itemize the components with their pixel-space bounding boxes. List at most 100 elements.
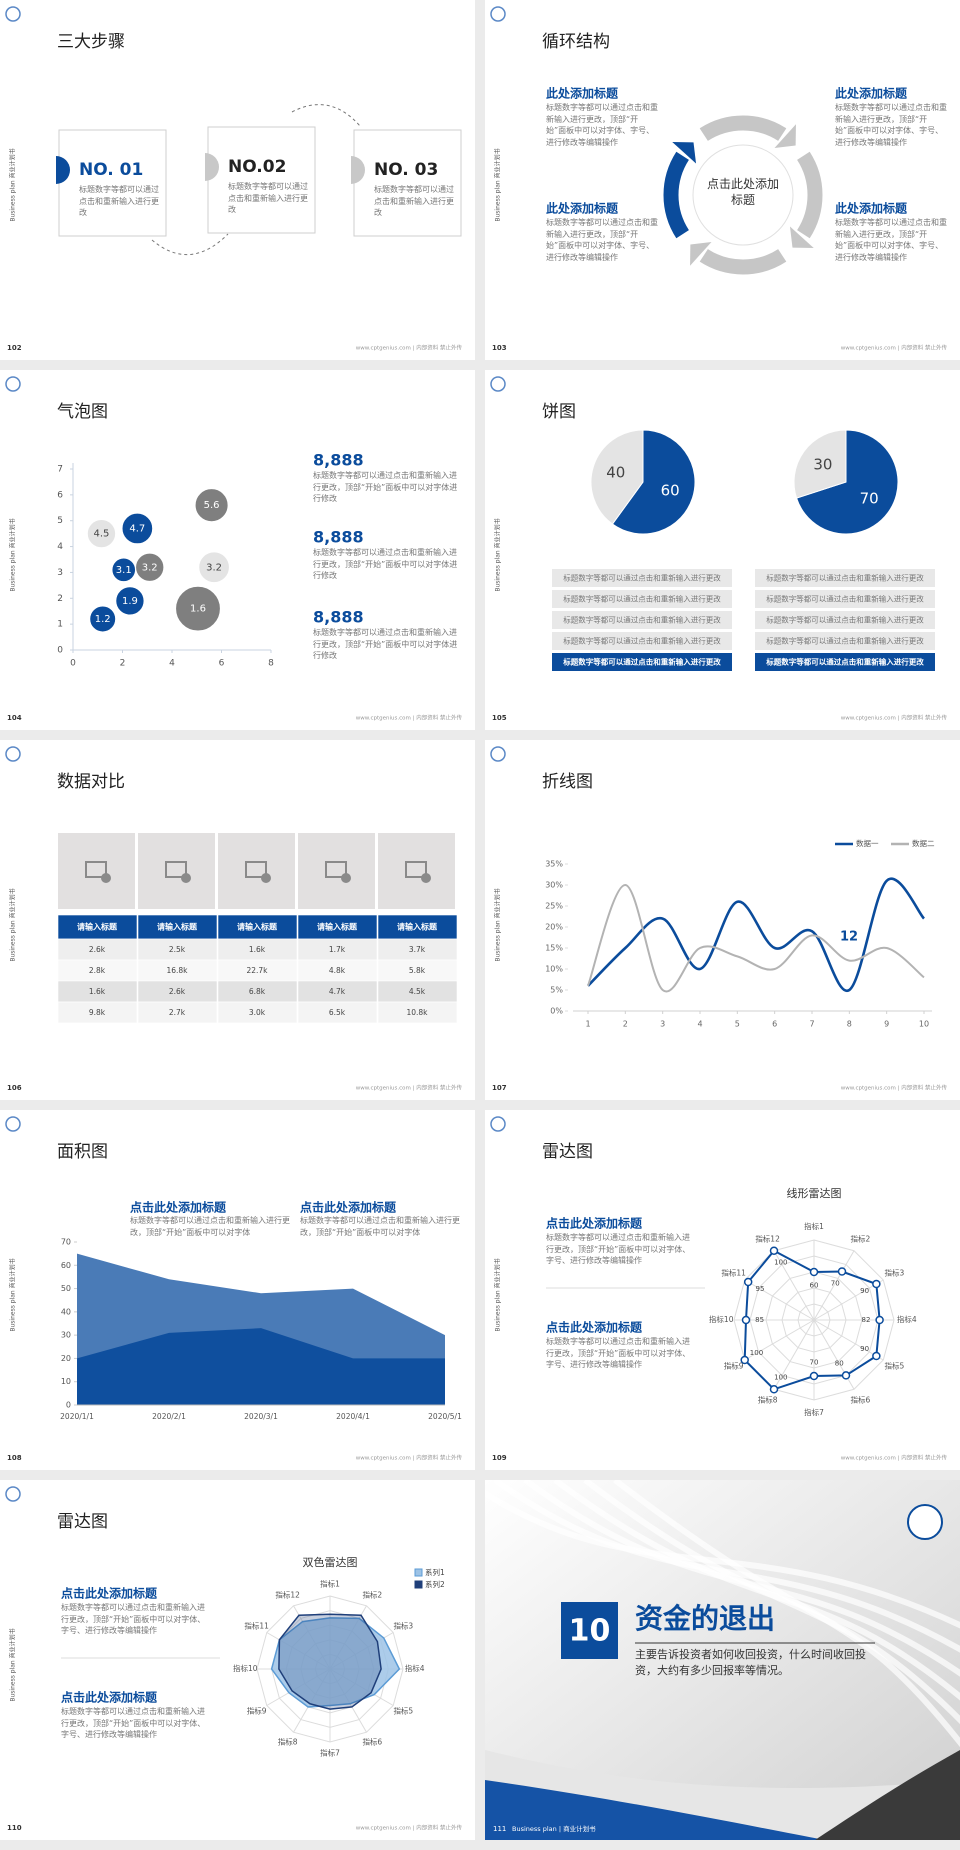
list-text: 标题数字等都可以通过点击和重新输入进行更改 (563, 573, 721, 583)
image-icon (421, 873, 431, 883)
side-text: Business plan 商业计划书 (9, 518, 17, 591)
block-heading: 点击此处添加标题 (546, 1320, 643, 1335)
table-value: 3.7k (409, 945, 426, 954)
bubble-label: 1.2 (95, 614, 111, 625)
block-text: 标题数字等都可以通过点击和重新输入进行更改，顶部“开始”面板中可以对字体进行修改 (313, 548, 458, 581)
block-heading: 8,888 (313, 528, 364, 547)
value-label: 90 (860, 1345, 869, 1353)
cover-text: 主要告诉投资者如何收回投资，什么时间收回投资，大约有多少回报率等情况。 (635, 1648, 866, 1677)
radar-axis-label: 指标5 (884, 1360, 904, 1370)
slide: 10 资金的退出主要告诉投资者如何收回投资，什么时间收回投资，大约有多少回报率等情… (485, 1480, 960, 1840)
cycle-arrow (699, 115, 787, 142)
list-row (552, 632, 732, 650)
list-text: 标题数字等都可以通过点击和重新输入进行更改 (765, 657, 924, 667)
radar-axis-label: 指标11 (244, 1621, 269, 1631)
radar-axis-label: 指标4 (897, 1314, 917, 1324)
block-text-box: 标题数字等都可以通过点击和重新输入进行更改，顶部“开始”面板中可以对字体、字号、… (61, 1707, 205, 1739)
image-icon (341, 873, 351, 883)
logo (490, 1116, 506, 1132)
y-tick-label: 40 (61, 1307, 71, 1316)
radar-point (841, 1371, 851, 1380)
block-text: 标题数字等都可以通过点击和重新输入进行更改，顶部“开始”面板中可以对字体、字号、… (835, 218, 947, 262)
image-icon (101, 873, 111, 883)
slide-title: 三大步骤 (57, 32, 125, 52)
cycle-center-text-box: 点击此处添加标题 (707, 177, 779, 207)
page-number: 102 (7, 344, 22, 352)
table-header: 请输入标题 (157, 922, 198, 932)
list-row (755, 653, 935, 671)
table-value: 1.6k (249, 945, 266, 954)
bubble (194, 488, 229, 523)
slide-background (485, 740, 960, 1100)
logo (490, 376, 506, 392)
radar-point (809, 1371, 819, 1381)
block-text: 标题数字等都可以通过点击和重新输入进行更改，顶部“开始”面板中可以对字体、字号、… (546, 218, 658, 262)
pie-label: 40 (606, 464, 625, 482)
side-text: Business plan 商业计划书 (494, 148, 502, 221)
value-label: 82 (862, 1316, 871, 1324)
cover-corner (815, 1750, 960, 1840)
radar-point (809, 1267, 819, 1277)
slide: 循环结构 103 Business plan 商业计划书 www.cptgenius.… (485, 0, 960, 360)
bubble-label: 3.2 (142, 562, 158, 573)
page-number: 109 (492, 1454, 507, 1462)
table-value: 16.8k (166, 966, 188, 975)
image-placeholder (378, 833, 455, 909)
step-box (58, 129, 167, 237)
radar-axis-label: 指标7 (320, 1748, 340, 1758)
table-value: 2.6k (169, 987, 186, 996)
x-tick-label: 5 (735, 1020, 740, 1029)
legend-label: 数据二 (912, 838, 935, 848)
step-marker (205, 153, 219, 181)
slide-title: 饼图 (542, 402, 576, 422)
image-icon (245, 861, 267, 878)
radar-axis-label: 指标6 (362, 1736, 382, 1746)
x-tick-label: 4 (169, 659, 175, 669)
table-header: 请输入标题 (397, 922, 438, 932)
bubble-label: 1.9 (122, 596, 138, 607)
slide-background (485, 1110, 960, 1470)
cover-swoosh (613, 1480, 960, 1748)
radar-axis-label: 指标9 (724, 1360, 744, 1370)
cycle-arrow (663, 151, 690, 239)
block-heading: 点击此处添加标题 (61, 1586, 158, 1601)
list-row (755, 611, 935, 629)
x-tick-label: 6 (772, 1020, 777, 1029)
badge-number: 10 (569, 1614, 611, 1649)
list-text: 标题数字等都可以通过点击和重新输入进行更改 (563, 636, 721, 646)
bubble (175, 585, 221, 632)
slide: 三大步骤 102 Business plan 商业计划书 www.cptgenius.… (0, 0, 475, 360)
block-text-box: 标题数字等都可以通过点击和重新输入进行更改，顶部“开始”面板中可以对字体 (300, 1216, 460, 1237)
list-row (755, 632, 935, 650)
footer-text: www.cptgenius.com | 内部资料 禁止外传 (841, 714, 948, 722)
radar-spoke (813, 1250, 855, 1321)
image-icon (165, 861, 187, 878)
footer-text: www.cptgenius.com | 内部资料 禁止外传 (841, 1454, 948, 1462)
bubble-label: 3.2 (206, 562, 222, 573)
block-heading: 此处添加标题 (546, 86, 619, 101)
value-label: 100 (750, 1349, 763, 1357)
pie-label: 60 (661, 481, 680, 499)
table-value: 5.8k (409, 966, 426, 975)
pie-slice (611, 429, 696, 535)
radar-axis-label: 指标9 (247, 1705, 267, 1715)
x-tick-label: 2020/2/1 (152, 1412, 186, 1421)
footer-text: www.cptgenius.com | 内部资料 禁止外传 (356, 1084, 463, 1092)
x-tick-label: 8 (268, 659, 274, 669)
block-text-box: 标题数字等都可以通过点击和重新输入进行更改，顶部“开始”面板中可以对字体、字号、… (546, 103, 658, 147)
cover-title: 资金的退出 (635, 1602, 775, 1635)
y-tick-label: 25% (545, 902, 563, 911)
value-label: 85 (755, 1316, 764, 1324)
table-header: 请输入标题 (237, 922, 278, 932)
y-tick-label: 15% (545, 944, 563, 953)
table-header-cell (297, 914, 378, 940)
x-tick-label: 2020/3/1 (244, 1412, 278, 1421)
logo (5, 1116, 21, 1132)
step-marker (56, 156, 70, 184)
y-tick-label: 35% (545, 860, 563, 869)
legend-label: 系列1 (425, 1567, 445, 1577)
image-icon (181, 873, 191, 883)
block-text-box: 标题数字等都可以通过点击和重新输入进行更改，顶部“开始”面板中可以对字体进行修改 (313, 548, 458, 581)
block-heading: 点击此处添加标题 (130, 1200, 227, 1215)
